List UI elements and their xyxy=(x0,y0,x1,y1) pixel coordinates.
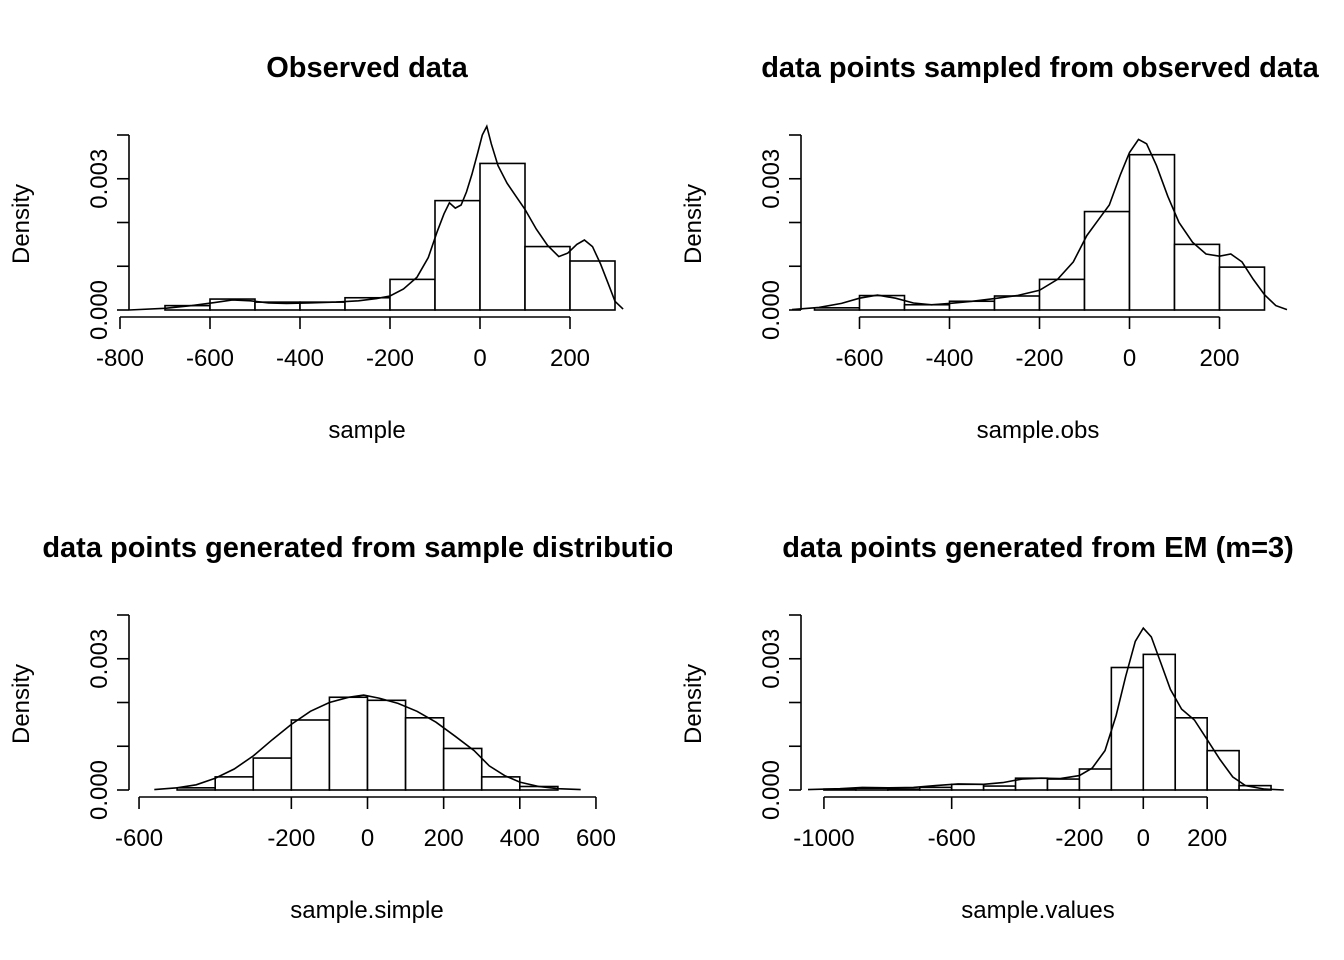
x-tick-label: -800 xyxy=(96,345,144,372)
x-axis-label: sample.obs xyxy=(977,417,1100,444)
y-tick-label: 0.000 xyxy=(758,760,785,820)
x-tick-label: 200 xyxy=(1187,825,1227,852)
x-axis: -600 -400 -200 0 200 xyxy=(835,316,1240,372)
histogram-bar xyxy=(950,783,985,791)
panel-sample-distribution: data points generated from sample distri… xyxy=(8,532,691,924)
y-axis: 0.000 0.003 xyxy=(86,134,130,340)
panel-sampled-from-observed: data points sampled from observed data s… xyxy=(680,52,1320,444)
histogram-bar xyxy=(918,786,953,791)
x-tick-label: -600 xyxy=(928,825,976,852)
histogram-bar xyxy=(903,303,951,311)
x-tick-label: -200 xyxy=(1015,345,1063,372)
x-tick-label: 0 xyxy=(473,345,486,372)
histogram-bar xyxy=(389,278,436,311)
y-tick-label: 0.003 xyxy=(758,149,785,209)
density-curve-layer xyxy=(154,694,581,791)
histogram-bar xyxy=(813,307,861,311)
density-curve xyxy=(128,124,624,311)
y-axis-label: Density xyxy=(680,184,707,264)
density-curve-layer xyxy=(807,626,1284,791)
x-tick-label: 0 xyxy=(1123,345,1136,372)
x-tick-label: -200 xyxy=(366,345,414,372)
x-axis-label: sample.values xyxy=(961,897,1114,924)
x-axis: -600 -200 0 200 400 600 xyxy=(115,796,616,852)
x-tick-label: 400 xyxy=(500,825,540,852)
histogram-bar xyxy=(1174,717,1208,791)
histogram-bar xyxy=(252,757,293,791)
x-tick-label: -200 xyxy=(267,825,315,852)
histogram-bar xyxy=(1083,210,1131,311)
x-tick-label: 200 xyxy=(550,345,590,372)
y-axis-label: Density xyxy=(680,664,707,744)
panel-observed-data: Observed data sample Density -800 -600 -40… xyxy=(8,52,624,444)
y-axis-label: Density xyxy=(8,184,35,264)
histogram-bars xyxy=(813,153,1266,311)
x-axis: -1000 -600 -200 0 200 xyxy=(793,796,1227,852)
x-tick-label: -400 xyxy=(276,345,324,372)
histogram-bar xyxy=(982,785,1017,791)
y-axis: 0.000 0.003 xyxy=(86,614,130,820)
x-tick-label: -200 xyxy=(1055,825,1103,852)
density-curve xyxy=(807,626,1284,791)
histogram-bar xyxy=(1218,266,1266,311)
histogram-bar xyxy=(1142,653,1177,791)
y-axis: 0.000 0.003 xyxy=(758,134,802,340)
histogram-bar xyxy=(1046,778,1081,791)
x-axis: -800 -600 -400 -200 0 200 xyxy=(96,316,590,372)
x-tick-label: -600 xyxy=(186,345,234,372)
histogram-bars xyxy=(164,162,616,311)
histogram-bar xyxy=(1038,278,1086,311)
y-tick-label: 0.000 xyxy=(86,280,113,340)
chart-title: data points generated from EM (m=3) xyxy=(782,532,1294,564)
histogram-bar xyxy=(569,260,616,311)
y-axis-label: Density xyxy=(8,664,35,744)
density-curve xyxy=(154,694,581,791)
panel-em-generated: data points generated from EM (m=3) samp… xyxy=(680,532,1294,924)
x-tick-label: -600 xyxy=(835,345,883,372)
histogram-bar xyxy=(1110,666,1145,791)
histogram-bar xyxy=(290,719,331,791)
histogram-bar xyxy=(176,787,216,791)
y-tick-label: 0.003 xyxy=(86,149,113,209)
histogram-bar xyxy=(434,199,481,311)
density-curve-layer xyxy=(128,124,624,311)
histogram-bars xyxy=(823,653,1272,791)
x-tick-label: -1000 xyxy=(793,825,854,852)
chart-title: Observed data xyxy=(266,52,468,84)
x-axis-label: sample xyxy=(328,417,405,444)
histogram-bar xyxy=(404,717,445,791)
y-tick-label: 0.000 xyxy=(86,760,113,820)
histogram-bar xyxy=(1206,749,1240,791)
y-tick-label: 0.000 xyxy=(758,280,785,340)
density-curve xyxy=(791,138,1288,311)
x-tick-label: -400 xyxy=(925,345,973,372)
x-tick-label: 0 xyxy=(361,825,374,852)
histogram-bar xyxy=(479,162,526,311)
y-tick-label: 0.003 xyxy=(86,629,113,689)
histogram-bar xyxy=(214,776,255,791)
histogram-bar xyxy=(887,788,921,791)
histogram-bar xyxy=(480,776,521,791)
histogram-bars xyxy=(176,696,559,791)
density-curve-layer xyxy=(791,138,1288,311)
histogram-bar xyxy=(366,699,407,791)
x-tick-label: 600 xyxy=(576,825,616,852)
histogram-bar xyxy=(328,696,369,791)
y-tick-label: 0.003 xyxy=(758,629,785,689)
x-tick-label: 200 xyxy=(1199,345,1239,372)
x-tick-label: 0 xyxy=(1137,825,1150,852)
chart-title: data points sampled from observed data xyxy=(761,52,1319,84)
histogram-bar xyxy=(1173,243,1221,311)
x-tick-label: 200 xyxy=(424,825,464,852)
histogram-bar xyxy=(524,245,571,311)
chart-title: data points generated from sample distri… xyxy=(42,532,691,564)
y-axis: 0.000 0.003 xyxy=(758,614,802,820)
histogram-bar xyxy=(442,747,483,791)
histogram-bar xyxy=(1128,153,1176,311)
x-axis-label: sample.simple xyxy=(290,897,443,924)
x-tick-label: -600 xyxy=(115,825,163,852)
